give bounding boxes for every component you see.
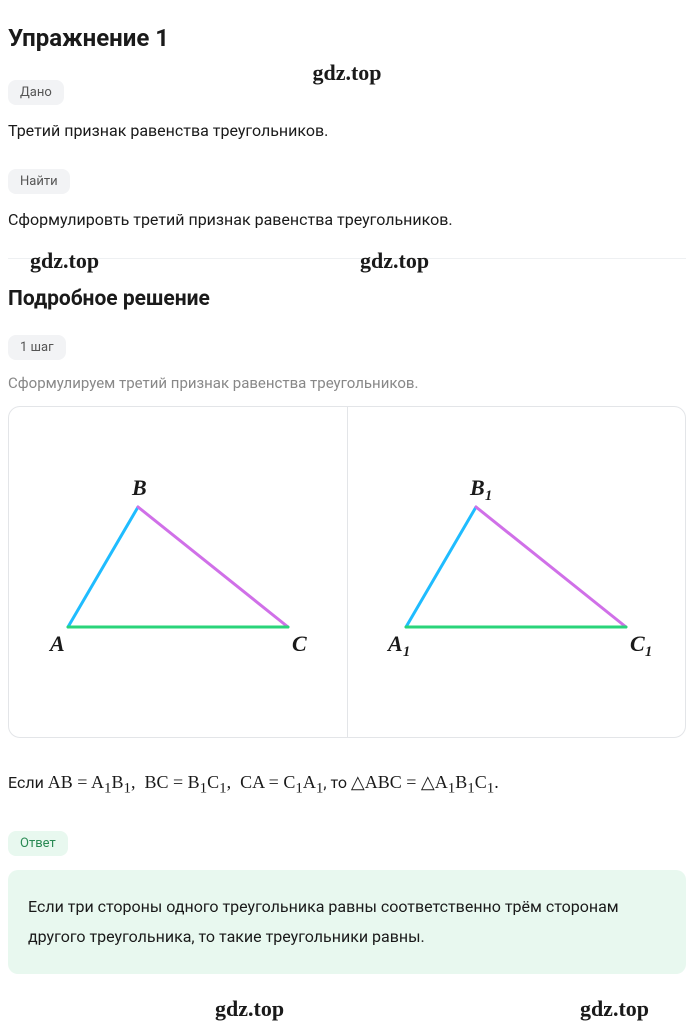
divider (8, 258, 686, 259)
solution-heading: Подробное решение (8, 287, 686, 311)
find-text: Сформулировть третий признак равенства т… (8, 208, 686, 232)
formula-conclusion: △ABC = △A1B1C1. (351, 772, 499, 792)
figure-right: A1B1C1 (348, 407, 686, 737)
svg-text:1: 1 (403, 644, 410, 660)
formula-body: AB = A1B1, BC = B1C1, CA = C1A1 (48, 772, 324, 792)
formula-mid: , то (323, 773, 351, 792)
find-badge: Найти (8, 169, 70, 194)
answer-box: Если три стороны одного треугольника рав… (8, 870, 686, 975)
svg-text:B: B (131, 475, 147, 500)
watermark-top-left: gdz.top (30, 248, 99, 274)
exercise-title: Упражнение 1 (8, 24, 686, 52)
step-description: Сформулируем третий признак равенства тр… (8, 374, 686, 392)
svg-text:A: A (48, 631, 65, 656)
svg-text:C: C (630, 631, 645, 656)
given-badge: Дано (8, 80, 64, 105)
given-text: Третий признак равенства треугольников. (8, 119, 686, 143)
svg-text:A: A (386, 631, 403, 656)
svg-text:1: 1 (645, 644, 652, 660)
step-badge: 1 шаг (8, 335, 66, 360)
svg-text:B: B (469, 475, 485, 500)
triangle-left-svg: A B C (28, 467, 328, 677)
figure-container: ABC A1B1C1 gdz.top gdz.top gdz.top (8, 406, 686, 738)
svg-text:1: 1 (485, 488, 492, 504)
formula-line: Если AB = A1B1, BC = B1C1, CA = C1A1, то… (8, 768, 686, 801)
watermark-top-right: gdz.top (360, 248, 429, 274)
answer-badge: Ответ (8, 831, 68, 856)
triangle-right-svg: A1B1C1 (366, 467, 666, 677)
figure-left: A B C (9, 407, 348, 737)
svg-text:C: C (292, 631, 307, 656)
formula-prefix: Если (8, 773, 48, 792)
